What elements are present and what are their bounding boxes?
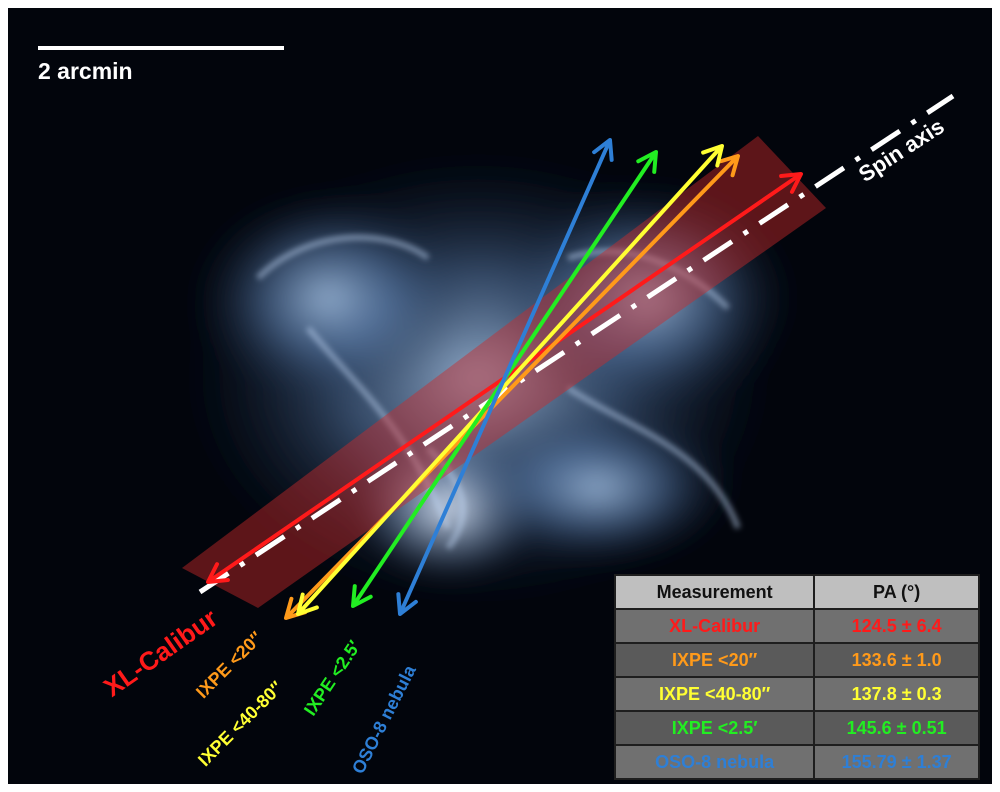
- row-label-ixpe-2-5: IXPE <2.5′: [613, 710, 816, 746]
- arrow-ixpe-20-head-top: [716, 154, 740, 178]
- spin-axis-line: [198, 93, 955, 595]
- row-label-ixpe-20: IXPE <20″: [613, 642, 816, 678]
- nebula-image: [178, 93, 955, 620]
- arrow-ixpe-2-5-head-bottom: [351, 584, 373, 608]
- arrow-ixpe-20-shaft: [284, 154, 740, 620]
- arrow-oso-8-head-bottom: [396, 592, 418, 616]
- scale-bar-label: 2 arcmin: [38, 58, 133, 84]
- pa-table: Measurement PA (°) XL-Calibur 124.5 ± 6.…: [613, 574, 980, 780]
- row-pa-xl-calibur: 124.5 ± 6.4: [813, 608, 980, 644]
- row-label-ixpe-40-80: IXPE <40-80″: [613, 676, 816, 712]
- image-frame: 2 arcmin Spin axis XL-Calibur IXPE <20″ …: [8, 8, 992, 784]
- row-pa-ixpe-2-5: 145.6 ± 0.51: [813, 710, 980, 746]
- measurement-marks: [182, 93, 955, 620]
- arrow-ixpe-40-80-head-bottom: [296, 592, 319, 616]
- header-measurement: Measurement: [613, 574, 816, 610]
- row-label-xl-calibur: XL-Calibur: [613, 608, 816, 644]
- arrow-ixpe-2-5-head-top: [636, 150, 658, 174]
- arrow-oso-8-head-top: [592, 138, 614, 162]
- table-row: IXPE <2.5′ 145.6 ± 0.51: [613, 710, 980, 746]
- arrow-ixpe-40-80-head-top: [701, 144, 724, 168]
- arrow-oso-8-shaft: [398, 139, 612, 615]
- row-pa-oso-8: 155.79 ± 1.37: [813, 744, 980, 780]
- arrow-xl-calibur-head-bottom: [206, 562, 230, 584]
- row-label-oso-8: OSO-8 nebula: [613, 744, 816, 780]
- table-row: OSO-8 nebula 155.79 ± 1.37: [613, 744, 980, 780]
- pa-table-header: Measurement PA (°): [613, 574, 980, 610]
- table-row: IXPE <40-80″ 137.8 ± 0.3: [613, 676, 980, 712]
- row-pa-ixpe-20: 133.6 ± 1.0: [813, 642, 980, 678]
- header-pa: PA (°): [813, 574, 980, 610]
- table-row: IXPE <20″ 133.6 ± 1.0: [613, 642, 980, 678]
- arrow-xl-calibur-head-top: [779, 172, 803, 194]
- arrow-ixpe-40-80-shaft: [296, 144, 724, 616]
- table-row: XL-Calibur 124.5 ± 6.4: [613, 608, 980, 644]
- row-pa-ixpe-40-80: 137.8 ± 0.3: [813, 676, 980, 712]
- scale-bar: [38, 46, 284, 50]
